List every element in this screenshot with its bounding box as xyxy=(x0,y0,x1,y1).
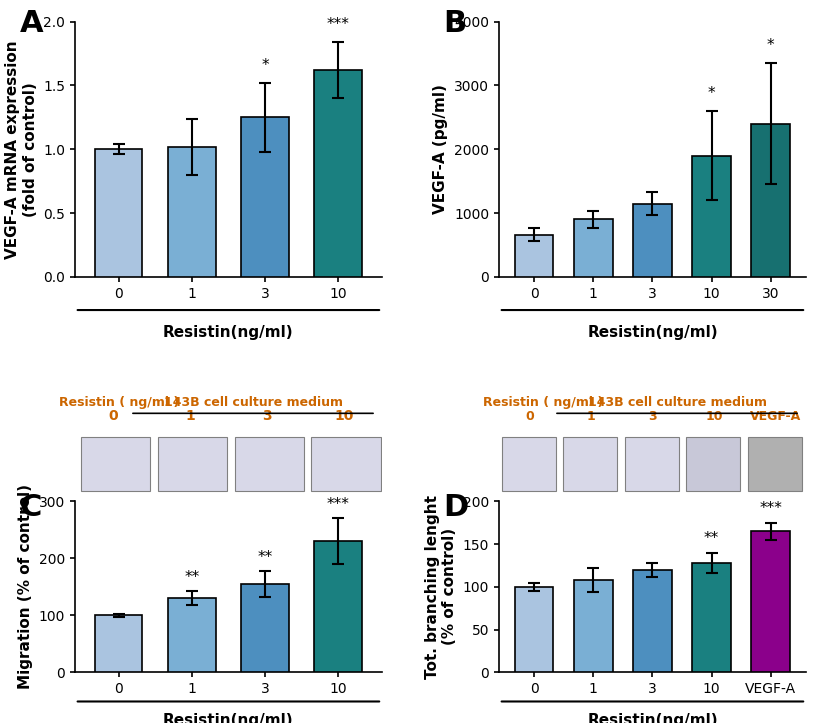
FancyBboxPatch shape xyxy=(81,437,150,491)
Bar xyxy=(95,149,142,277)
Text: *: * xyxy=(261,58,268,73)
Text: B: B xyxy=(444,9,467,38)
Text: *: * xyxy=(708,86,715,100)
Bar xyxy=(168,598,215,672)
Text: 10: 10 xyxy=(334,409,353,424)
Text: Resistin(ng/ml): Resistin(ng/ml) xyxy=(588,714,718,723)
Text: A: A xyxy=(19,9,43,38)
Bar xyxy=(633,203,671,277)
Y-axis label: VEGF-A (pg/ml): VEGF-A (pg/ml) xyxy=(434,85,449,214)
FancyBboxPatch shape xyxy=(625,437,679,491)
Bar xyxy=(633,570,671,672)
Bar xyxy=(515,587,553,672)
Text: **: ** xyxy=(258,549,273,565)
Text: Resistin ( ng/ml ): Resistin ( ng/ml ) xyxy=(484,396,603,409)
Bar xyxy=(95,615,142,672)
Text: Resistin ( ng/ml ): Resistin ( ng/ml ) xyxy=(60,396,179,409)
Text: Resistin(ng/ml): Resistin(ng/ml) xyxy=(163,714,293,723)
Text: D: D xyxy=(444,492,469,522)
Bar xyxy=(241,584,289,672)
Bar xyxy=(574,580,612,672)
Bar xyxy=(241,117,289,277)
Text: 3: 3 xyxy=(262,409,272,424)
Text: 143B cell culture medium: 143B cell culture medium xyxy=(588,396,766,409)
Text: 10: 10 xyxy=(706,411,723,424)
FancyBboxPatch shape xyxy=(748,437,802,491)
Text: *: * xyxy=(767,38,774,53)
Text: VEGF-A: VEGF-A xyxy=(750,411,801,424)
FancyBboxPatch shape xyxy=(158,437,227,491)
Text: 1: 1 xyxy=(587,411,595,424)
FancyBboxPatch shape xyxy=(563,437,617,491)
Text: ***: *** xyxy=(760,501,782,515)
Bar xyxy=(692,155,730,277)
Text: Resistin(ng/ml): Resistin(ng/ml) xyxy=(588,325,718,341)
Bar xyxy=(314,542,362,672)
Text: 3: 3 xyxy=(648,411,656,424)
Text: Resistin(ng/ml): Resistin(ng/ml) xyxy=(163,325,293,341)
Y-axis label: Tot. branching lenght
(% of control): Tot. branching lenght (% of control) xyxy=(425,495,457,679)
Bar xyxy=(574,220,612,277)
Text: **: ** xyxy=(704,531,719,546)
Bar xyxy=(168,147,215,277)
Bar xyxy=(692,562,730,672)
Text: ***: *** xyxy=(327,17,350,32)
Bar xyxy=(751,531,789,672)
Text: 0: 0 xyxy=(525,411,534,424)
FancyBboxPatch shape xyxy=(234,437,303,491)
Text: 143B cell culture medium: 143B cell culture medium xyxy=(164,396,342,409)
Text: ***: *** xyxy=(327,497,350,511)
FancyBboxPatch shape xyxy=(686,437,740,491)
Y-axis label: VEGF-A mRNA expression
(fold of control): VEGF-A mRNA expression (fold of control) xyxy=(5,40,37,259)
Bar xyxy=(515,235,553,277)
Text: C: C xyxy=(19,492,42,522)
Text: **: ** xyxy=(184,570,199,584)
Bar xyxy=(314,70,362,277)
FancyBboxPatch shape xyxy=(502,437,556,491)
Text: 0: 0 xyxy=(108,409,118,424)
Y-axis label: Migration (% of control): Migration (% of control) xyxy=(18,484,33,689)
FancyBboxPatch shape xyxy=(312,437,381,491)
Bar xyxy=(751,124,789,277)
Text: 1: 1 xyxy=(185,409,195,424)
